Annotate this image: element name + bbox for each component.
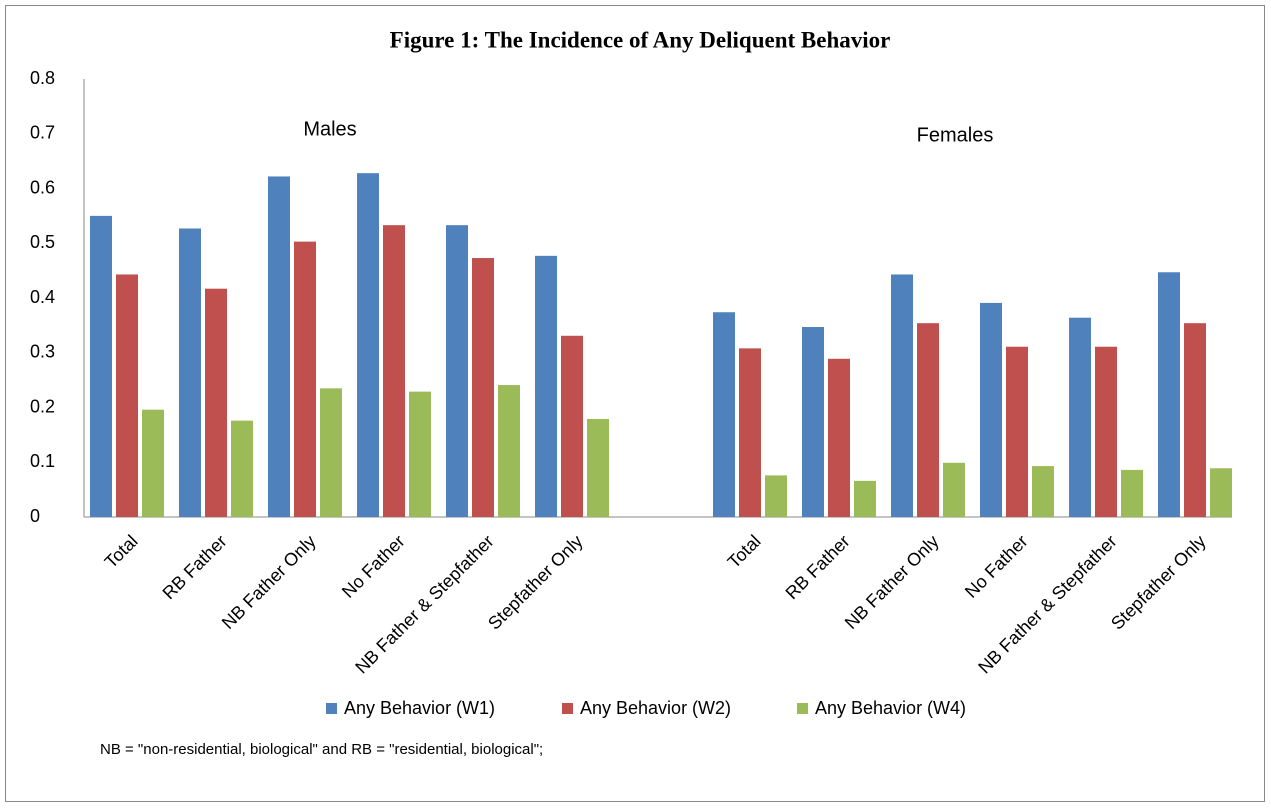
legend-label: Any Behavior (W2): [580, 698, 731, 718]
bar: [765, 475, 787, 517]
y-tick-label: 0: [30, 506, 40, 526]
bar: [268, 176, 290, 517]
bar: [472, 258, 494, 517]
bar: [980, 302, 1002, 517]
bar: [231, 420, 253, 517]
bar: [1184, 323, 1206, 517]
legend-swatch: [562, 703, 573, 714]
legend-label: Any Behavior (W4): [815, 698, 966, 718]
bar: [739, 348, 761, 517]
bar: [1121, 469, 1143, 517]
group-label: Males: [303, 118, 356, 140]
footnote: NB = "non-residential, biological" and R…: [100, 741, 543, 758]
y-tick-label: 0.7: [30, 123, 55, 143]
legend-swatch: [797, 703, 808, 714]
bar: [409, 391, 431, 517]
bar: [1032, 466, 1054, 517]
bar: [535, 255, 557, 517]
bar: [357, 173, 379, 518]
legend-label: Any Behavior (W1): [344, 698, 495, 718]
chart-title: Figure 1: The Incidence of Any Deliquent…: [390, 27, 891, 52]
y-tick-label: 0.6: [30, 177, 55, 197]
bar: [891, 274, 913, 517]
y-tick-label: 0.1: [30, 451, 55, 471]
bar: [116, 274, 138, 517]
y-tick-label: 0.4: [30, 287, 55, 307]
bar: [90, 215, 112, 517]
bar: [802, 327, 824, 517]
bar: [294, 241, 316, 518]
bar: [498, 385, 520, 517]
bar: [587, 418, 609, 517]
bar: [179, 228, 201, 517]
bar: [713, 312, 735, 517]
y-tick-label: 0.3: [30, 342, 55, 362]
bar: [383, 225, 405, 517]
y-tick-label: 0.8: [30, 68, 55, 88]
bar: [1158, 272, 1180, 517]
bar: [142, 409, 164, 517]
legend-swatch: [326, 703, 337, 714]
bar: [1210, 468, 1232, 517]
bar: [446, 225, 468, 517]
bar: [1069, 317, 1091, 517]
bar: [205, 288, 227, 517]
bar: [561, 335, 583, 517]
bar: [1006, 346, 1028, 517]
y-tick-label: 0.5: [30, 232, 55, 252]
bar: [917, 323, 939, 517]
y-tick-label: 0.2: [30, 396, 55, 416]
bar: [854, 480, 876, 517]
bar: [943, 462, 965, 517]
bar: [828, 358, 850, 517]
group-label: Females: [917, 124, 994, 146]
bar: [1095, 346, 1117, 517]
bar: [320, 388, 342, 517]
